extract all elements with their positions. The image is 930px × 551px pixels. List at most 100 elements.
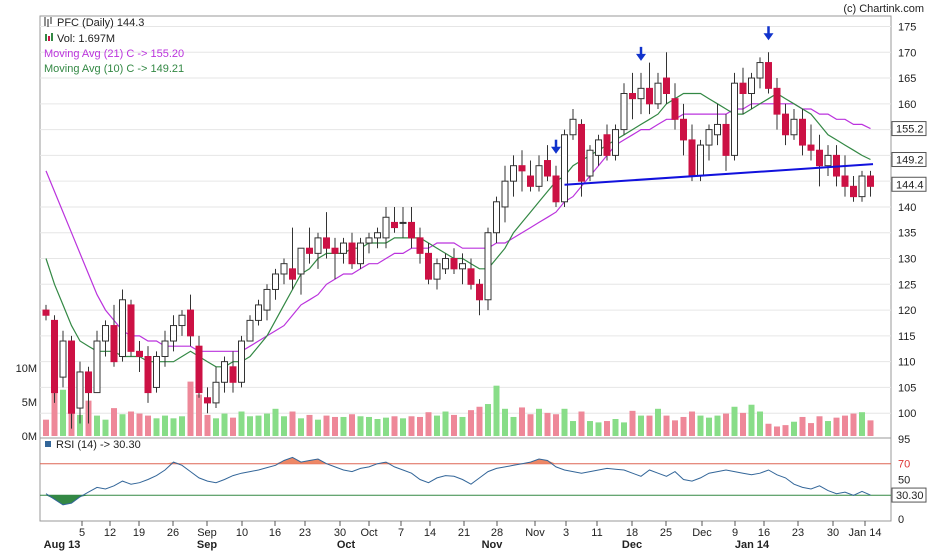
volume-bar xyxy=(757,411,763,436)
y-tick-label: 140 xyxy=(898,202,916,214)
y-tick-label: 160 xyxy=(898,99,916,111)
x-tick-label: Oct xyxy=(360,527,377,539)
candle-body xyxy=(161,340,169,357)
candle-body xyxy=(544,160,551,177)
volume-bar xyxy=(204,414,211,436)
candle xyxy=(238,335,245,388)
candle-body xyxy=(748,77,755,95)
volume-bar xyxy=(740,412,746,436)
candle-body xyxy=(501,180,509,208)
volume-bar xyxy=(604,421,610,436)
x-month-label: Dec xyxy=(622,539,642,551)
candle-body xyxy=(654,82,662,105)
candle xyxy=(595,134,602,166)
volume-bar xyxy=(570,421,576,436)
candle xyxy=(714,103,721,146)
candle-body xyxy=(331,247,339,254)
candle xyxy=(153,351,160,393)
candle xyxy=(93,330,101,394)
candle-body xyxy=(459,263,466,270)
x-month-label: Jan 14 xyxy=(735,539,770,551)
x-tick-label: Jan 14 xyxy=(848,527,881,539)
y-tick-label: 100 xyxy=(898,408,916,420)
candle-body xyxy=(688,139,696,177)
volume-bar xyxy=(468,410,474,436)
candle xyxy=(144,346,152,403)
last-value-tag xyxy=(891,152,927,168)
volume-bar xyxy=(833,417,840,436)
volume-bar xyxy=(349,414,355,436)
candle xyxy=(306,227,313,264)
volume-bar xyxy=(111,408,117,436)
volume-bar xyxy=(136,413,143,436)
volume-bar xyxy=(102,419,109,436)
candle-body xyxy=(85,371,92,394)
candle-body xyxy=(807,144,815,151)
candle xyxy=(119,289,126,362)
volume-bar xyxy=(774,426,780,436)
candle xyxy=(569,108,577,140)
candle-body xyxy=(340,242,347,254)
candle-body xyxy=(416,237,424,254)
candle-body xyxy=(824,154,832,167)
volume-bar xyxy=(536,408,542,436)
candle-body xyxy=(408,221,415,239)
candle-body xyxy=(586,149,594,177)
volume-bar xyxy=(94,415,100,436)
volume-bar xyxy=(850,413,857,436)
candle xyxy=(102,320,109,357)
candle-body xyxy=(816,149,823,167)
volume-bar xyxy=(425,412,432,436)
candle xyxy=(365,232,373,254)
rsi-y-axis: 030507030.30 xyxy=(891,459,927,526)
candle xyxy=(229,351,237,393)
volume-bar xyxy=(706,417,712,436)
rsi-last-value-text: 30.30 xyxy=(896,490,924,502)
candle-body xyxy=(433,263,441,280)
candle xyxy=(289,227,296,290)
candle xyxy=(765,52,772,94)
candle-body xyxy=(306,247,313,254)
candle xyxy=(637,72,645,115)
candle xyxy=(484,227,492,311)
candle xyxy=(535,155,543,192)
x-month-label: Nov xyxy=(482,539,504,551)
y-tick-label: 110 xyxy=(898,357,916,369)
candle xyxy=(510,155,517,197)
candle-body xyxy=(170,325,177,342)
x-tick-label: 25 xyxy=(660,527,672,539)
peak-arrow-head xyxy=(763,33,774,41)
volume-bar xyxy=(510,416,517,436)
candle-body xyxy=(348,242,356,265)
candle-body xyxy=(680,118,687,141)
last-value-tag xyxy=(891,176,927,192)
x-tick-label: 7 xyxy=(398,527,404,539)
candle-body xyxy=(782,113,789,136)
candle xyxy=(476,279,483,316)
candle xyxy=(518,150,526,192)
candle-body xyxy=(697,144,704,177)
volume-bar xyxy=(723,413,729,436)
candle xyxy=(255,299,262,326)
volume-label: Vol: 1.697M xyxy=(57,33,115,45)
volume-bar xyxy=(306,414,313,436)
rsi-legend-swatch xyxy=(45,441,51,447)
candle xyxy=(858,170,866,202)
candle xyxy=(42,304,50,321)
candle xyxy=(629,72,636,120)
candle-body xyxy=(289,268,296,280)
volume-bar xyxy=(485,404,491,436)
candle-body xyxy=(714,123,721,136)
x-month-label: Aug 13 xyxy=(44,539,81,551)
candle xyxy=(357,237,364,269)
candle-body xyxy=(493,201,500,234)
volume-axis: 0M 5M 10M xyxy=(16,363,37,443)
candle xyxy=(204,387,211,414)
candle-body xyxy=(569,118,577,136)
candle-body xyxy=(263,288,271,311)
candle-body xyxy=(705,129,713,146)
candle-body xyxy=(756,62,764,79)
candle-body xyxy=(187,309,194,337)
candle-body xyxy=(603,134,611,156)
volume-bar xyxy=(417,416,423,436)
